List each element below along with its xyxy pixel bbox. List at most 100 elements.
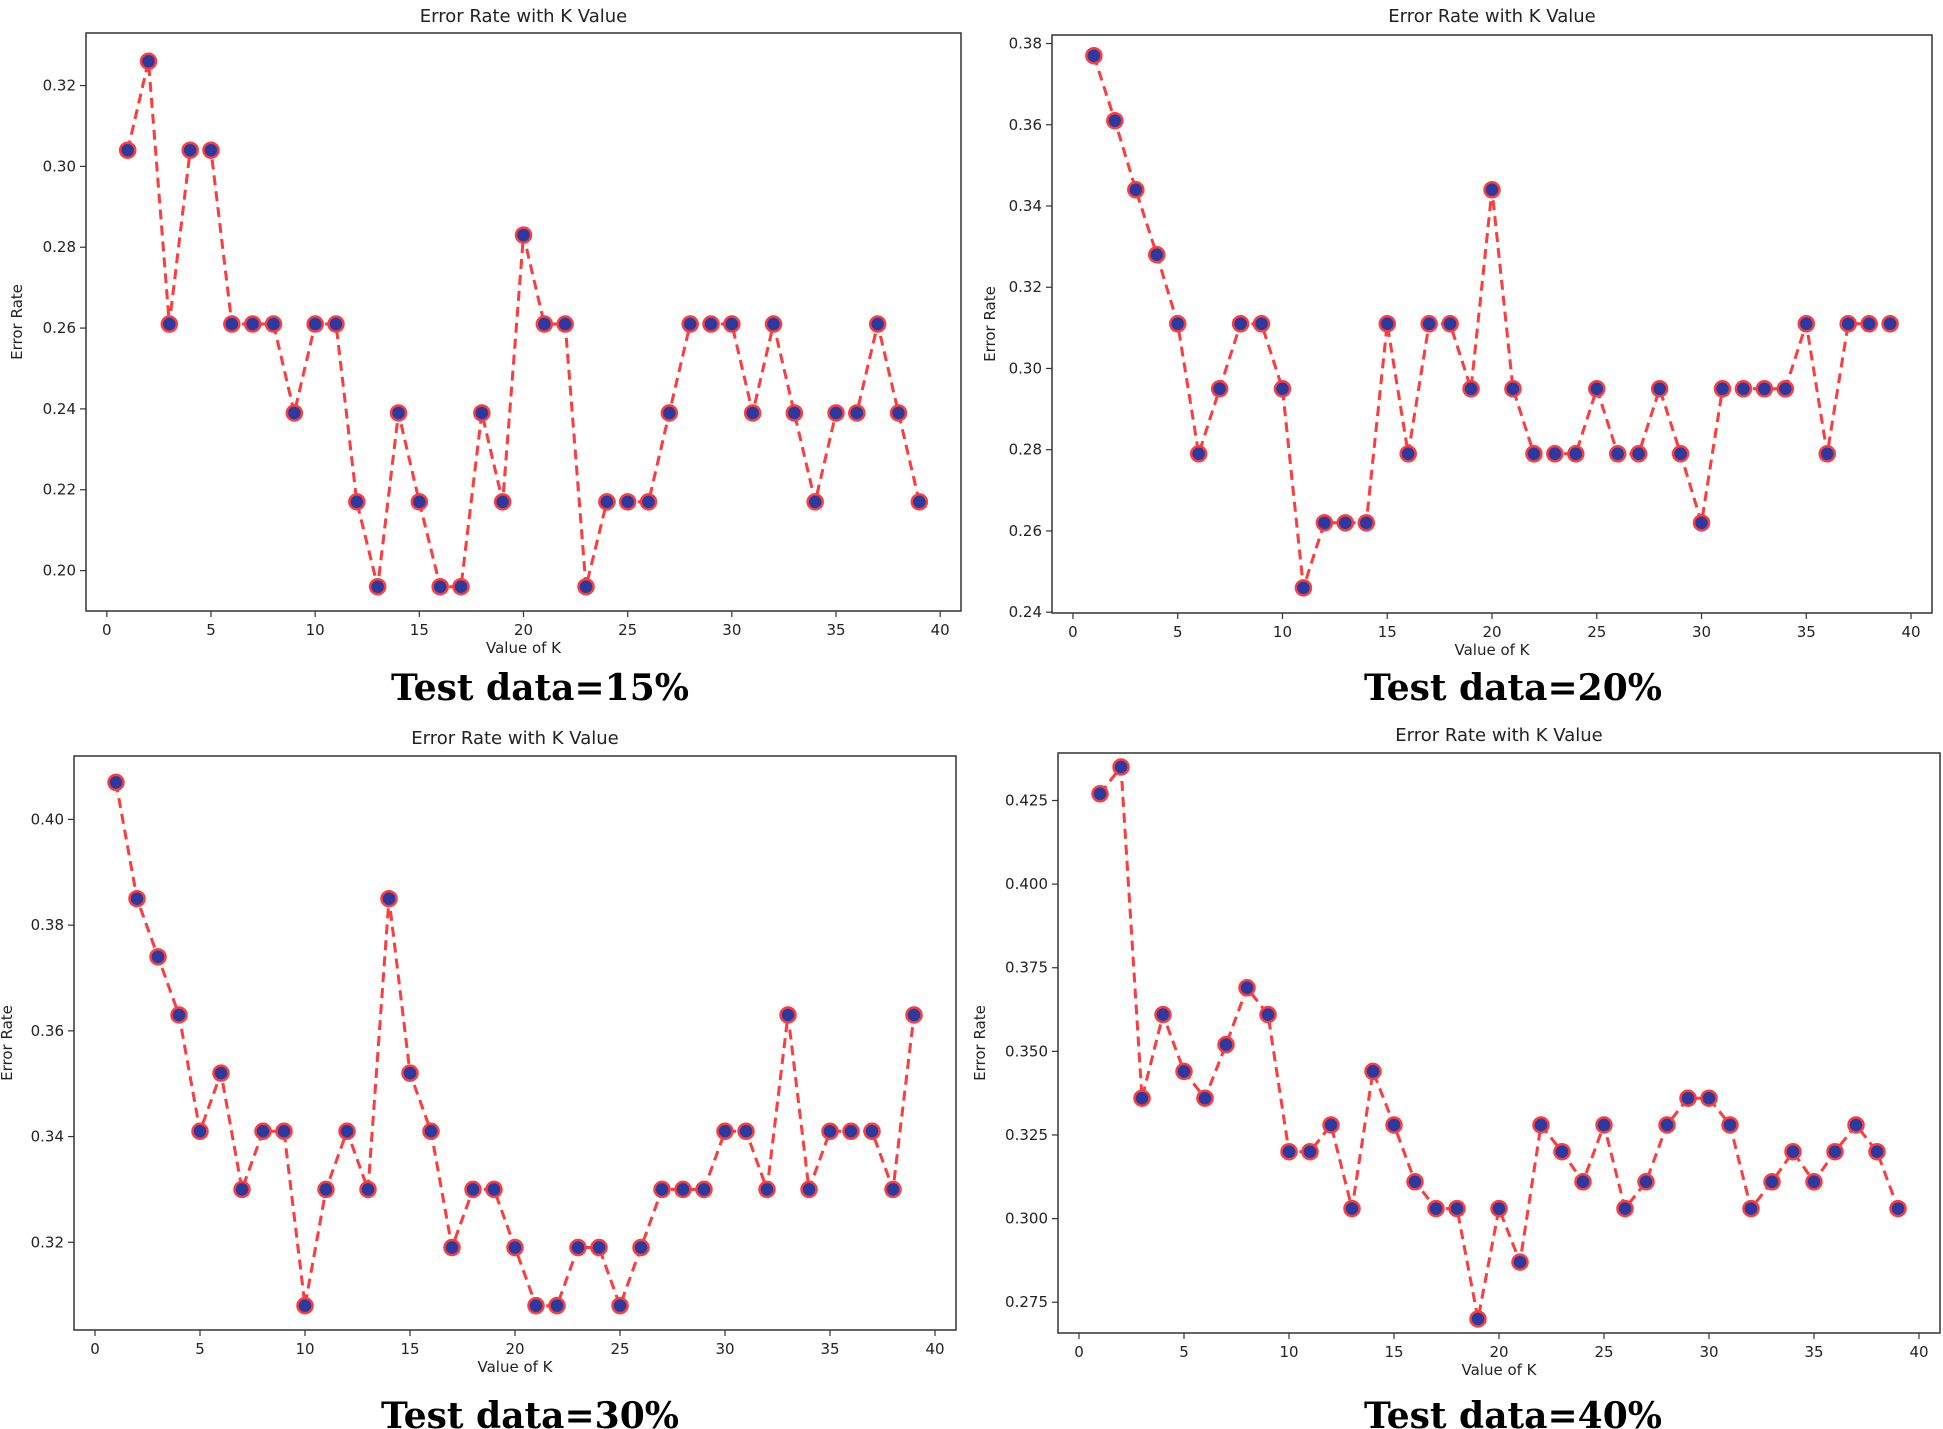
data-point bbox=[296, 1296, 314, 1315]
data-point bbox=[1252, 315, 1271, 333]
data-point bbox=[1106, 111, 1124, 130]
x-tick-label: 10 bbox=[1279, 1343, 1298, 1361]
x-tick-label: 10 bbox=[295, 1340, 314, 1358]
x-tick-label: 5 bbox=[206, 621, 216, 639]
data-point bbox=[1238, 979, 1256, 997]
data-point bbox=[548, 1296, 566, 1315]
data-point bbox=[674, 1180, 692, 1199]
data-point bbox=[485, 1180, 503, 1199]
y-tick-label: 0.275 bbox=[1005, 1293, 1048, 1311]
data-point bbox=[1588, 380, 1606, 398]
x-tick-label: 15 bbox=[1378, 623, 1397, 641]
data-point bbox=[348, 493, 366, 511]
x-tick-label: 0 bbox=[102, 621, 112, 639]
panel-caption: Test data=30% bbox=[381, 1395, 679, 1429]
data-point bbox=[1175, 1062, 1193, 1081]
data-point bbox=[910, 493, 929, 511]
x-tick-label: 15 bbox=[400, 1340, 419, 1358]
x-tick-label: 30 bbox=[1699, 1343, 1718, 1361]
data-point bbox=[868, 315, 887, 333]
data-point bbox=[1448, 1199, 1466, 1218]
y-tick-label: 0.26 bbox=[43, 319, 76, 337]
data-point bbox=[338, 1122, 356, 1141]
data-point bbox=[737, 1122, 755, 1141]
data-point bbox=[1462, 380, 1480, 398]
data-point bbox=[1700, 1089, 1718, 1107]
data-point bbox=[1364, 1062, 1382, 1081]
data-point bbox=[1301, 1142, 1319, 1161]
data-point bbox=[473, 404, 491, 422]
data-point bbox=[191, 1122, 209, 1141]
plot-frame bbox=[85, 32, 962, 612]
data-point bbox=[1168, 315, 1187, 333]
data-point bbox=[779, 1006, 797, 1024]
data-point bbox=[1196, 1089, 1214, 1107]
y-tick-label: 0.34 bbox=[31, 1128, 64, 1146]
data-point bbox=[1671, 445, 1690, 463]
x-tick-label: 30 bbox=[722, 621, 741, 639]
y-tick-label: 0.24 bbox=[1009, 603, 1042, 621]
series-line bbox=[1092, 55, 1891, 589]
x-tick-label: 20 bbox=[505, 1340, 524, 1358]
data-point bbox=[107, 773, 125, 792]
data-point bbox=[1217, 1035, 1235, 1054]
data-point bbox=[1148, 245, 1166, 264]
x-tick-label: 0 bbox=[1074, 1343, 1084, 1361]
data-point bbox=[1490, 1199, 1508, 1218]
data-point bbox=[1839, 315, 1857, 333]
data-point bbox=[1441, 315, 1459, 333]
data-point bbox=[1742, 1199, 1760, 1218]
data-point bbox=[1776, 380, 1795, 398]
x-axis-label: Value of K bbox=[486, 639, 562, 657]
data-point bbox=[1378, 315, 1396, 333]
x-tick-label: 5 bbox=[1179, 1343, 1189, 1361]
x-tick-label: 30 bbox=[715, 1340, 734, 1358]
y-axis-label: Error Rate bbox=[981, 286, 999, 362]
panel-caption: Test data=15% bbox=[391, 667, 689, 709]
data-point bbox=[1860, 315, 1878, 333]
x-tick-label: 20 bbox=[1482, 623, 1501, 641]
x-tick-label: 35 bbox=[826, 621, 845, 639]
data-point bbox=[1469, 1310, 1487, 1328]
data-point bbox=[1112, 758, 1130, 776]
data-point bbox=[160, 315, 179, 333]
data-point bbox=[170, 1006, 188, 1024]
y-tick-label: 0.28 bbox=[1009, 441, 1042, 459]
data-point bbox=[590, 1238, 608, 1257]
data-point bbox=[577, 577, 595, 596]
x-tick-label: 15 bbox=[410, 621, 429, 639]
y-tick-label: 0.425 bbox=[1005, 791, 1048, 809]
data-point bbox=[681, 315, 699, 333]
data-point bbox=[1343, 1199, 1361, 1218]
data-point bbox=[1650, 380, 1669, 398]
chart-panel-3: Error Rate with K Value 0 5 10 15 20 25 30 35 40 0… bbox=[0, 728, 957, 1429]
y-tick-label: 0.24 bbox=[43, 400, 76, 418]
data-point bbox=[632, 1238, 650, 1257]
data-point bbox=[1322, 1116, 1340, 1134]
x-tick-label: 0 bbox=[90, 1340, 100, 1358]
data-point bbox=[1616, 1199, 1634, 1218]
y-tick-label: 0.375 bbox=[1005, 959, 1048, 977]
data-point bbox=[452, 577, 470, 596]
plot-frame bbox=[1057, 752, 1941, 1334]
x-tick-label: 40 bbox=[925, 1340, 944, 1358]
data-point bbox=[1721, 1116, 1739, 1134]
y-tick-label: 0.40 bbox=[31, 810, 64, 828]
data-point bbox=[212, 1064, 230, 1082]
data-point bbox=[1091, 785, 1109, 803]
chart-title: Error Rate with K Value bbox=[1388, 6, 1595, 27]
data-point bbox=[1210, 380, 1229, 398]
data-point bbox=[806, 493, 824, 511]
data-point bbox=[317, 1180, 335, 1199]
data-point bbox=[618, 493, 637, 511]
data-point bbox=[1532, 1116, 1550, 1134]
y-tick-label: 0.26 bbox=[1009, 522, 1042, 540]
data-point bbox=[233, 1180, 251, 1199]
data-point bbox=[1805, 1173, 1823, 1191]
x-tick-label: 5 bbox=[1173, 623, 1183, 641]
data-point bbox=[848, 404, 866, 422]
x-tick-label: 25 bbox=[1587, 623, 1606, 641]
data-point bbox=[1420, 315, 1438, 333]
x-tick-label: 40 bbox=[1909, 1343, 1928, 1361]
